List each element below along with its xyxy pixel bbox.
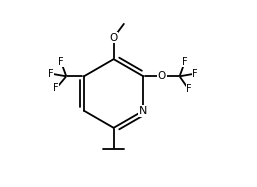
Text: F: F (53, 83, 59, 94)
Text: F: F (186, 84, 191, 94)
Text: N: N (139, 106, 148, 116)
Text: F: F (58, 56, 64, 67)
Text: F: F (48, 69, 53, 79)
Text: O: O (109, 33, 118, 43)
Text: F: F (182, 56, 188, 67)
Text: O: O (158, 71, 166, 81)
Text: F: F (192, 69, 198, 79)
